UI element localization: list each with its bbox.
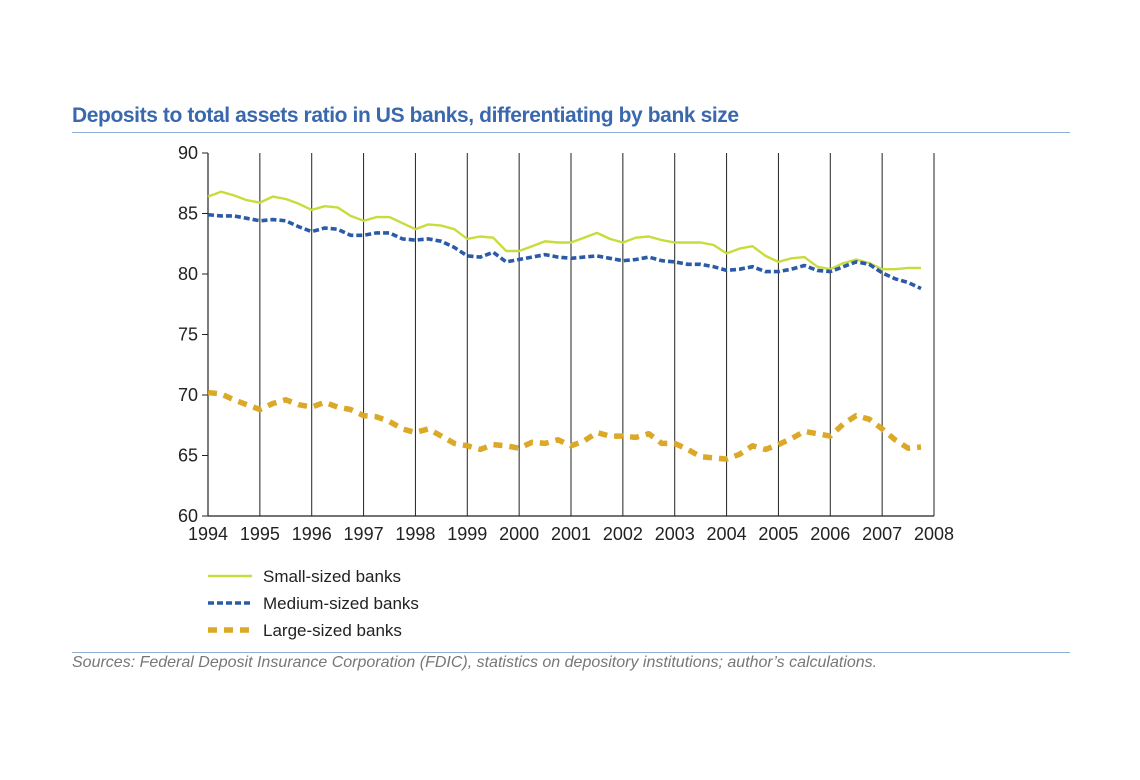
y-tick-label: 90 bbox=[178, 143, 198, 163]
series-line-medium-sized-banks bbox=[207, 212, 922, 291]
x-tick-label: 2005 bbox=[758, 524, 798, 544]
x-tick-label: 1994 bbox=[188, 524, 228, 544]
x-tick-label: 2006 bbox=[810, 524, 850, 544]
y-tick-label: 80 bbox=[178, 264, 198, 284]
chart-title: Deposits to total assets ratio in US ban… bbox=[72, 104, 739, 127]
source-note: Sources: Federal Deposit Insurance Corpo… bbox=[72, 654, 878, 671]
legend-label: Medium-sized banks bbox=[263, 594, 419, 613]
chart-legend: Small-sized banks Medium-sized banks Large… bbox=[208, 567, 419, 640]
y-tick-label: 70 bbox=[178, 385, 198, 405]
x-tick-label: 2007 bbox=[862, 524, 902, 544]
x-tick-label: 1995 bbox=[240, 524, 280, 544]
x-tick-label: 2008 bbox=[914, 524, 954, 544]
x-tick-label: 2001 bbox=[551, 524, 591, 544]
chart-series bbox=[207, 190, 922, 462]
chart-axes: 60 65 70 75 80 85 90 1994 1995 1996 1997 1998 1999 20… bbox=[178, 143, 954, 544]
y-tick-label: 65 bbox=[178, 446, 198, 466]
title-divider bbox=[72, 132, 1070, 133]
series-line-large-sized-banks bbox=[207, 389, 922, 462]
footer-divider bbox=[72, 652, 1070, 653]
x-tick-label: 1996 bbox=[292, 524, 332, 544]
x-tick-label: 1997 bbox=[344, 524, 384, 544]
x-tick-label: 2000 bbox=[499, 524, 539, 544]
legend-label: Small-sized banks bbox=[263, 567, 401, 586]
x-tick-label: 2002 bbox=[603, 524, 643, 544]
x-tick-label: 1999 bbox=[447, 524, 487, 544]
x-tick-label: 1998 bbox=[395, 524, 435, 544]
x-tick-label: 2003 bbox=[655, 524, 695, 544]
series-line-small-sized-banks bbox=[207, 190, 921, 271]
legend-label: Large-sized banks bbox=[263, 621, 402, 640]
y-tick-label: 85 bbox=[178, 204, 198, 224]
y-tick-label: 75 bbox=[178, 325, 198, 345]
x-tick-label: 2004 bbox=[707, 524, 747, 544]
y-tick-label: 60 bbox=[178, 506, 198, 526]
